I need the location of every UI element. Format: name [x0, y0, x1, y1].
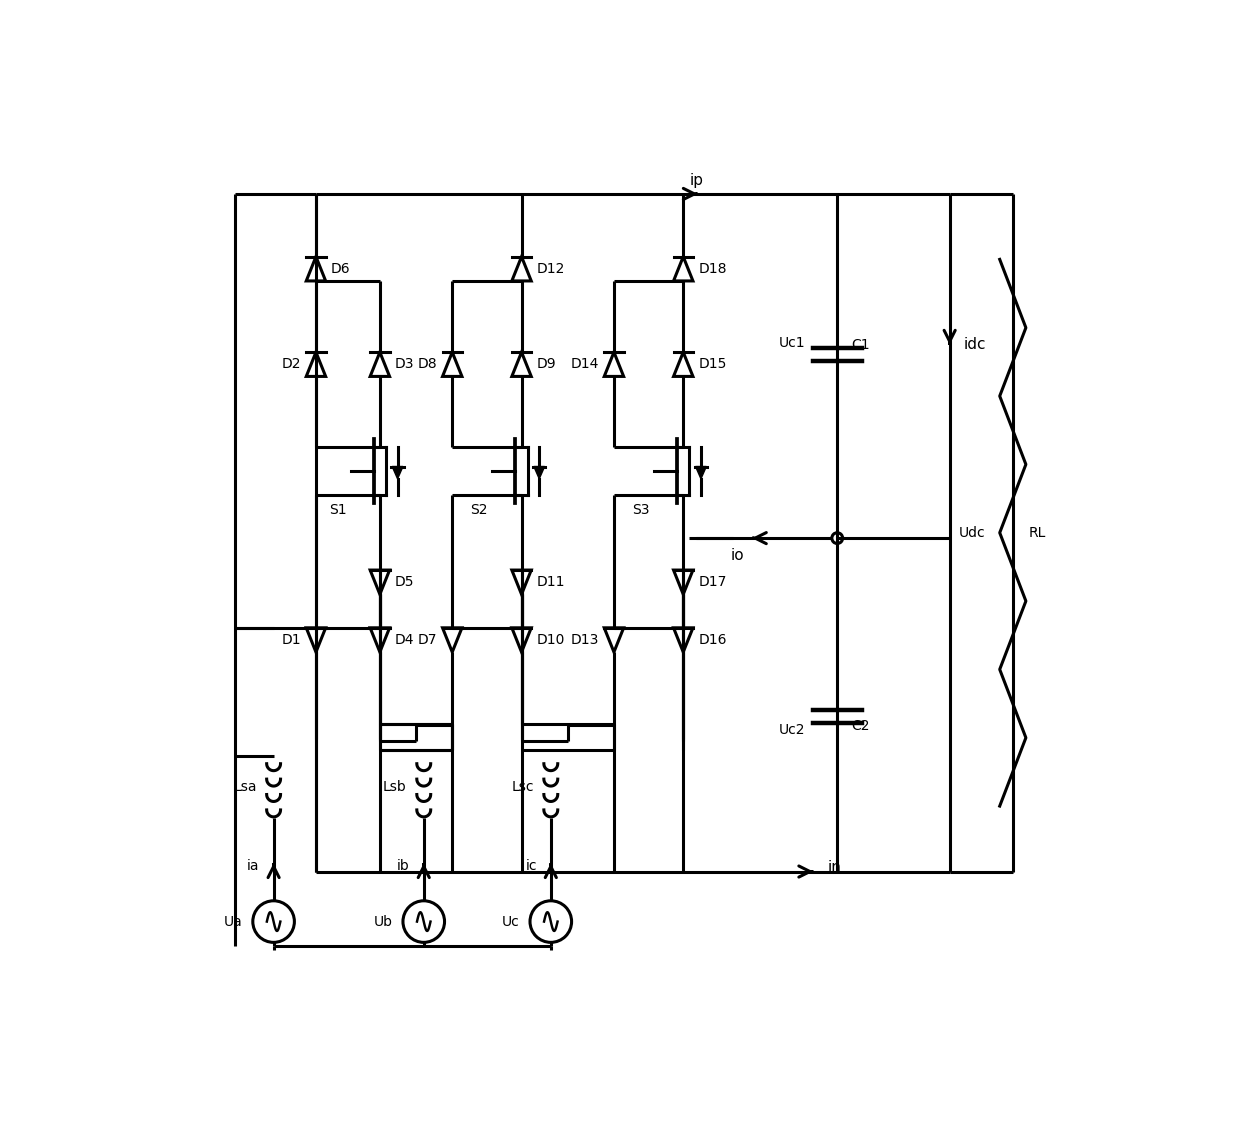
- Text: D16: D16: [698, 633, 727, 647]
- Text: Ub: Ub: [374, 914, 393, 929]
- Polygon shape: [392, 467, 403, 479]
- Text: D12: D12: [537, 261, 565, 276]
- Text: D10: D10: [537, 633, 565, 647]
- Text: ip: ip: [691, 173, 704, 187]
- Polygon shape: [696, 467, 707, 479]
- Text: D2: D2: [281, 357, 301, 371]
- Text: io: io: [730, 548, 744, 562]
- Text: ia: ia: [247, 859, 259, 873]
- Text: D15: D15: [698, 357, 727, 371]
- Text: S2: S2: [470, 503, 487, 516]
- Text: Uc1: Uc1: [779, 335, 805, 350]
- Text: D14: D14: [570, 357, 599, 371]
- Text: ib: ib: [397, 859, 410, 873]
- Text: Lsa: Lsa: [233, 780, 257, 794]
- Text: S3: S3: [632, 503, 650, 516]
- Text: Lsb: Lsb: [383, 780, 407, 794]
- Text: D18: D18: [698, 261, 727, 276]
- Text: D6: D6: [331, 261, 351, 276]
- Text: D8: D8: [418, 357, 438, 371]
- Polygon shape: [534, 467, 544, 479]
- Text: D11: D11: [537, 576, 565, 589]
- Text: S1: S1: [329, 503, 346, 516]
- Text: RL: RL: [1028, 526, 1045, 540]
- Text: Udc: Udc: [960, 526, 986, 540]
- Text: D13: D13: [570, 633, 599, 647]
- Text: D9: D9: [537, 357, 557, 371]
- Text: D4: D4: [396, 633, 414, 647]
- Text: D17: D17: [698, 576, 727, 589]
- Text: Ua: Ua: [224, 914, 243, 929]
- Text: Uc2: Uc2: [779, 724, 805, 737]
- Text: ic: ic: [526, 859, 537, 873]
- Text: D1: D1: [281, 633, 301, 647]
- Text: D7: D7: [418, 633, 438, 647]
- Text: idc: idc: [963, 337, 986, 351]
- Text: Uc: Uc: [502, 914, 520, 929]
- Text: D3: D3: [396, 357, 414, 371]
- Text: D5: D5: [396, 576, 414, 589]
- Text: C2: C2: [851, 718, 869, 733]
- Text: in: in: [828, 861, 842, 875]
- Text: C1: C1: [851, 338, 869, 352]
- Text: Lsc: Lsc: [511, 780, 534, 794]
